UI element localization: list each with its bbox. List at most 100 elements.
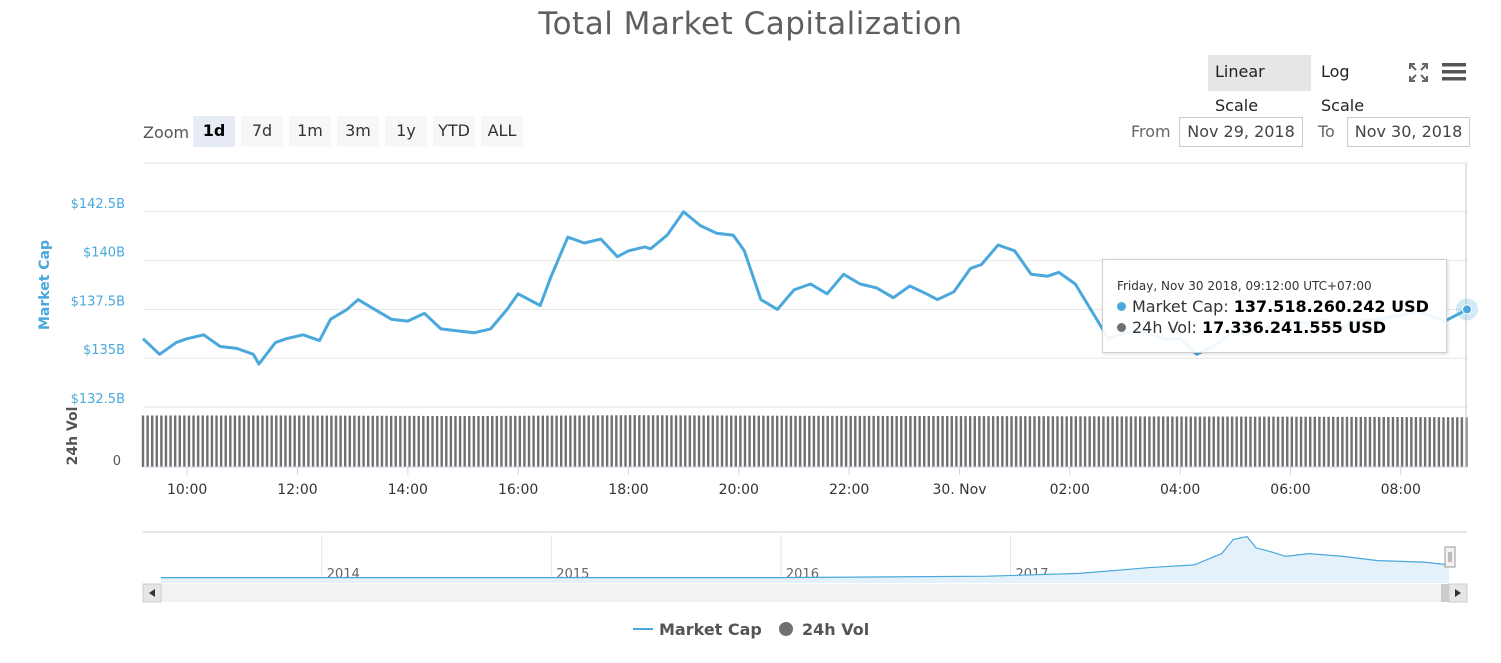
volume-bar [720, 415, 724, 467]
legend-24h-vol[interactable]: 24h Vol [779, 620, 869, 639]
volume-bar [1203, 416, 1206, 467]
volume-bar [523, 415, 526, 467]
volume-bar [265, 415, 269, 467]
volume-bar [982, 416, 986, 467]
tooltip-vol-row: 24h Vol: 17.336.241.555 USD [1117, 318, 1386, 337]
scroll-right-icon[interactable] [1455, 589, 1461, 597]
navigator-scrollbar[interactable] [142, 583, 1468, 603]
volume-bar [651, 415, 655, 467]
volume-bar [605, 415, 609, 467]
volume-bar [578, 415, 581, 467]
volume-bar [569, 415, 572, 467]
linear-scale-button[interactable]: Linear Scale [1208, 55, 1311, 115]
zoom-1y-button[interactable]: 1y [385, 116, 427, 147]
volume-bar [1106, 416, 1110, 467]
zoom-3m-button[interactable]: 3m [337, 116, 379, 147]
fullscreen-icon[interactable] [1408, 62, 1429, 83]
volume-bar [1350, 416, 1353, 467]
volume-bar [1047, 416, 1050, 467]
volume-bar [1056, 416, 1059, 467]
legend-24h-vol-label: 24h Vol [802, 620, 870, 639]
volume-bar [252, 415, 255, 467]
volume-bar [872, 415, 875, 467]
volume-bar [311, 415, 315, 467]
zoom-1d-button[interactable]: 1d [193, 116, 235, 147]
volume-bar [1249, 416, 1252, 467]
volume-bar [1194, 416, 1197, 467]
volume-bar [725, 415, 728, 467]
volume-bar [169, 415, 172, 467]
to-date-input[interactable]: Nov 30, 2018 [1347, 117, 1470, 147]
volume-bar [339, 415, 342, 467]
menu-icon[interactable] [1442, 62, 1466, 82]
volume-bar [808, 415, 811, 467]
zoom-7d-button[interactable]: 7d [241, 116, 283, 147]
volume-bar [210, 415, 214, 467]
volume-bar [1396, 417, 1399, 467]
volume-bar [1161, 416, 1165, 467]
from-label: From [1131, 122, 1171, 141]
zoom-all-button[interactable]: ALL [481, 116, 523, 147]
volume-bar [422, 415, 425, 467]
x-tick-label: 14:00 [388, 482, 428, 498]
y-tick-label: $132.5B [71, 392, 125, 407]
navigator-line [161, 535, 1450, 579]
volume-bar [1240, 416, 1243, 467]
volume-bar [178, 415, 181, 467]
log-scale-button[interactable]: Log Scale [1321, 62, 1365, 115]
volume-bar [206, 415, 209, 467]
volume-bar [624, 415, 627, 467]
volume-bar [1079, 416, 1082, 467]
legend-market-cap-label: Market Cap [659, 620, 762, 639]
volume-bar [261, 415, 264, 467]
volume-bar [582, 415, 586, 467]
volume-bar [275, 415, 278, 467]
volume-bar [293, 415, 296, 467]
zoom-ytd-button[interactable]: YTD [433, 116, 475, 147]
volume-bar [1405, 417, 1408, 467]
volume-bar [789, 415, 793, 467]
volume-bar [877, 415, 880, 467]
volume-bar [435, 415, 439, 467]
volume-bar [454, 416, 457, 467]
volume-bar [688, 415, 692, 467]
volume-bar [932, 416, 935, 467]
volume-bar [555, 415, 558, 467]
legend-market-cap[interactable]: Market Cap [633, 620, 762, 639]
scroll-left-icon[interactable] [149, 589, 155, 597]
volume-bar [1120, 416, 1124, 467]
volume-bar [150, 415, 154, 467]
tooltip: Friday, Nov 30 2018, 09:12:00 UTC+07:00 … [1102, 259, 1447, 353]
volume-bar [495, 415, 499, 467]
x-tick-label: 22:00 [829, 482, 869, 498]
volume-bar [1226, 416, 1229, 467]
zoom-1m-button[interactable]: 1m [289, 116, 331, 147]
x-tick-label: 12:00 [277, 482, 317, 498]
navigator[interactable]: 20142015201620172018 [143, 531, 1467, 584]
volume-bar [739, 415, 742, 467]
y-axis-title: Market Cap [37, 240, 53, 330]
navigator-handle[interactable] [1444, 546, 1456, 568]
circle-legend-icon [779, 622, 793, 636]
volume-bar [587, 415, 590, 467]
volume-bar [146, 415, 149, 467]
volume-bar [463, 416, 466, 467]
volume-bar [711, 415, 715, 467]
volume-bar [366, 415, 370, 467]
volume-bar [886, 415, 889, 467]
scrollbar-thumb[interactable] [1441, 584, 1449, 602]
volume-bar [1001, 416, 1004, 467]
volume-bar [1451, 417, 1454, 467]
volume-bar [1286, 416, 1289, 467]
volume-bar [642, 415, 646, 467]
volume-bar [716, 415, 719, 467]
from-date-input[interactable]: Nov 29, 2018 [1179, 117, 1303, 147]
volume-bar [1221, 416, 1225, 467]
volume-bar [500, 415, 503, 467]
volume-bar [399, 415, 402, 467]
volume-bar [734, 415, 738, 467]
y-tick-label: $135B [83, 343, 125, 358]
volume-bar [1414, 417, 1418, 467]
vol-dot-icon [1117, 323, 1126, 332]
